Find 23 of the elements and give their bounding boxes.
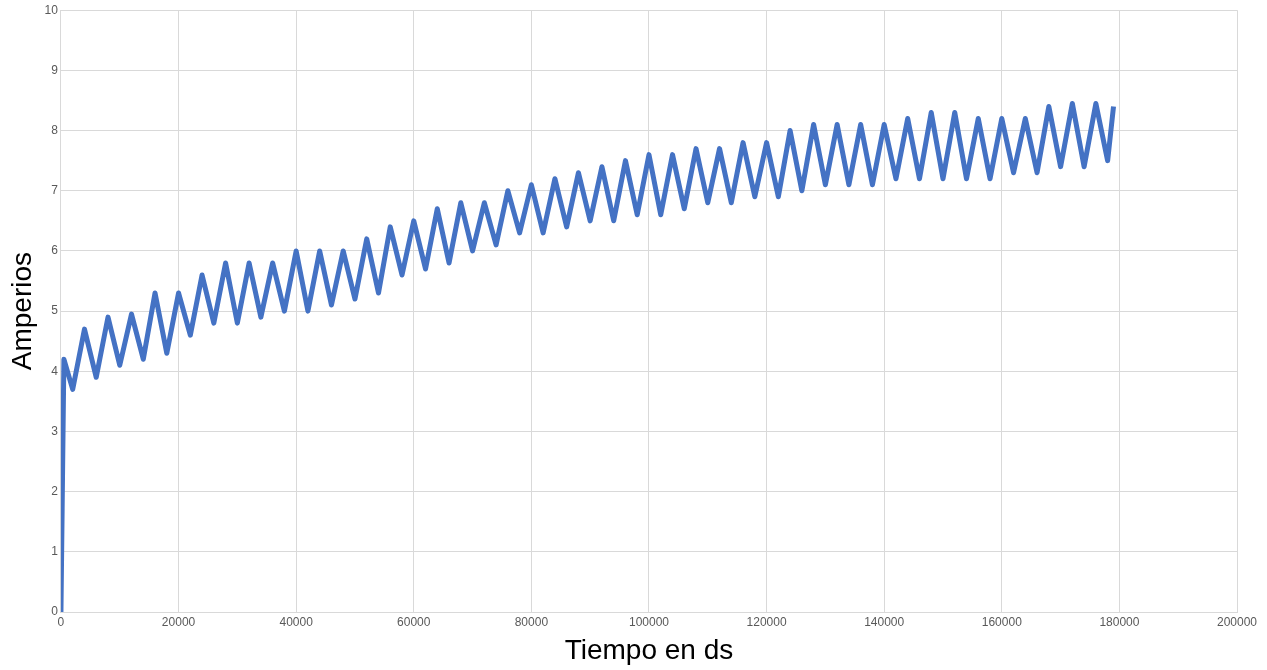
y-tick-label: 9 [51, 62, 59, 77]
x-tick-label: 60000 [397, 614, 431, 629]
y-axis-title: Amperios [5, 251, 37, 371]
y-tick-label: 8 [51, 122, 59, 137]
y-tick-label: 0 [51, 604, 59, 619]
x-axis-title: Tiempo en ds [564, 633, 734, 665]
x-tick-label: 100000 [628, 614, 670, 629]
x-tick-label: 200000 [1216, 614, 1258, 629]
y-tick-label: 2 [51, 483, 59, 498]
x-tick-label: 180000 [1099, 614, 1140, 629]
x-tick-label: 20000 [161, 614, 196, 629]
y-tick-label: 10 [44, 2, 59, 17]
y-tick-label: 3 [51, 423, 59, 438]
y-tick-label: 4 [51, 363, 59, 378]
x-tick-label: 160000 [981, 614, 1023, 629]
y-tick-label: 6 [51, 243, 59, 258]
x-tick-label: 140000 [864, 614, 905, 629]
y-tick-label: 5 [51, 303, 59, 318]
x-tick-label: 120000 [746, 614, 787, 629]
y-tick-label: 1 [51, 544, 59, 559]
x-tick-label: 80000 [514, 614, 549, 629]
x-tick-label: 40000 [279, 614, 314, 629]
y-tick-label: 7 [51, 183, 59, 198]
